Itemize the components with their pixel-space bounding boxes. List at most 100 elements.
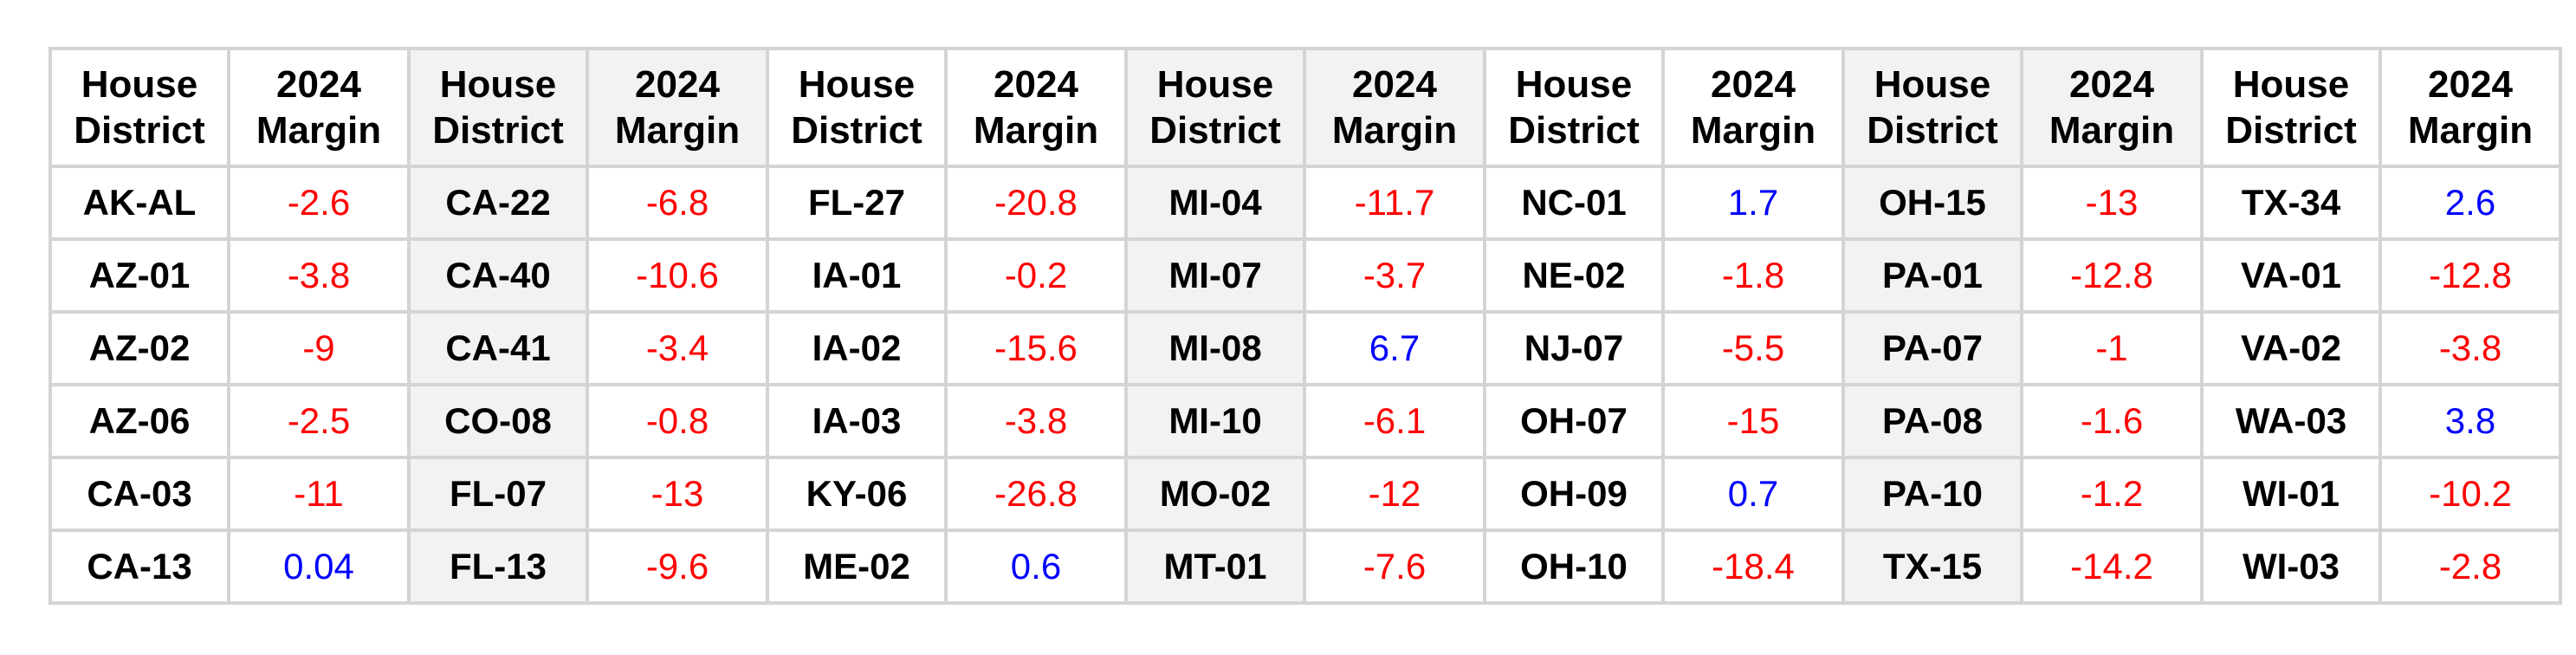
header-label: House bbox=[2232, 63, 2350, 106]
district-cell: ME-02 bbox=[766, 529, 948, 605]
margin-cell: 0.04 bbox=[227, 529, 411, 605]
district-cell: CA-41 bbox=[407, 310, 589, 386]
district-cell: WA-03 bbox=[2200, 383, 2382, 459]
header-label: 2024 bbox=[635, 63, 720, 106]
margin-cell: -1.8 bbox=[1661, 237, 1845, 314]
district-cell: AZ-01 bbox=[49, 237, 230, 314]
district-cell: CA-13 bbox=[49, 529, 230, 605]
header-label: House bbox=[81, 63, 198, 106]
header-house-district: House District bbox=[2200, 47, 2382, 168]
header-label: Margin bbox=[2049, 109, 2175, 152]
header-label: 2024 bbox=[2069, 63, 2154, 106]
district-cell: FL-27 bbox=[766, 165, 948, 241]
table-row: CA-13 0.04 FL-13 -9.6 ME-02 0.6 MT-01 -7.6 OH-10… bbox=[49, 529, 2562, 605]
header-label: House bbox=[1156, 63, 1274, 106]
header-2024-margin: 2024 Margin bbox=[2379, 47, 2562, 168]
header-label: 2024 bbox=[1711, 63, 1796, 106]
district-cell: FL-07 bbox=[407, 456, 589, 532]
header-label: District bbox=[74, 109, 205, 152]
district-cell: CO-08 bbox=[407, 383, 589, 459]
district-cell: MT-01 bbox=[1124, 529, 1306, 605]
header-house-district: House District bbox=[1841, 47, 2023, 168]
district-cell: MI-04 bbox=[1124, 165, 1306, 241]
district-cell: NJ-07 bbox=[1483, 310, 1665, 386]
margin-cell: -1.2 bbox=[2020, 456, 2204, 532]
district-cell: TX-34 bbox=[2200, 165, 2382, 241]
header-label: District bbox=[2225, 109, 2357, 152]
header-label: Margin bbox=[973, 109, 1099, 152]
district-cell: AZ-06 bbox=[49, 383, 230, 459]
margin-cell: -9 bbox=[227, 310, 411, 386]
margin-cell: -1.6 bbox=[2020, 383, 2204, 459]
margin-cell: -11 bbox=[227, 456, 411, 532]
margin-cell: -10.6 bbox=[586, 237, 769, 314]
district-cell: OH-07 bbox=[1483, 383, 1665, 459]
margin-cell: -1 bbox=[2020, 310, 2204, 386]
district-cell: PA-01 bbox=[1841, 237, 2023, 314]
margin-cell: -12.8 bbox=[2379, 237, 2562, 314]
margin-cell: 3.8 bbox=[2379, 383, 2562, 459]
margin-cell: -11.7 bbox=[1303, 165, 1486, 241]
header-label: Margin bbox=[1690, 109, 1816, 152]
district-cell: MI-10 bbox=[1124, 383, 1306, 459]
header-label: 2024 bbox=[994, 63, 1078, 106]
margin-cell: -3.4 bbox=[586, 310, 769, 386]
district-cell: VA-01 bbox=[2200, 237, 2382, 314]
margin-cell: -12.8 bbox=[2020, 237, 2204, 314]
header-label: District bbox=[791, 109, 922, 152]
district-cell: CA-40 bbox=[407, 237, 589, 314]
table-row: AZ-01 -3.8 CA-40 -10.6 IA-01 -0.2 MI-07 -3.7 NE-… bbox=[49, 237, 2562, 314]
margin-cell: -20.8 bbox=[944, 165, 1128, 241]
district-cell: VA-02 bbox=[2200, 310, 2382, 386]
margin-cell: -9.6 bbox=[586, 529, 769, 605]
header-2024-margin: 2024 Margin bbox=[2020, 47, 2204, 168]
header-2024-margin: 2024 Margin bbox=[1303, 47, 1486, 168]
header-label: District bbox=[1508, 109, 1640, 152]
margin-cell: -7.6 bbox=[1303, 529, 1486, 605]
margin-cell: -3.8 bbox=[944, 383, 1128, 459]
district-cell: MI-07 bbox=[1124, 237, 1306, 314]
district-cell: CA-03 bbox=[49, 456, 230, 532]
district-cell: OH-09 bbox=[1483, 456, 1665, 532]
header-label: House bbox=[1515, 63, 1633, 106]
margin-cell: -5.5 bbox=[1661, 310, 1845, 386]
district-cell: NE-02 bbox=[1483, 237, 1665, 314]
margin-cell: -12 bbox=[1303, 456, 1486, 532]
district-cell: NC-01 bbox=[1483, 165, 1665, 241]
header-label: House bbox=[1874, 63, 1991, 106]
district-cell: OH-10 bbox=[1483, 529, 1665, 605]
header-label: Margin bbox=[1331, 109, 1458, 152]
district-cell: PA-07 bbox=[1841, 310, 2023, 386]
margin-cell: 0.7 bbox=[1661, 456, 1845, 532]
margin-cell: 0.6 bbox=[944, 529, 1128, 605]
district-cell: WI-03 bbox=[2200, 529, 2382, 605]
header-label: 2024 bbox=[2428, 63, 2513, 106]
table-row: AZ-06 -2.5 CO-08 -0.8 IA-03 -3.8 MI-10 -6.1 OH-0… bbox=[49, 383, 2562, 459]
margin-cell: -2.5 bbox=[227, 383, 411, 459]
margin-cell: 6.7 bbox=[1303, 310, 1486, 386]
margin-cell: -14.2 bbox=[2020, 529, 2204, 605]
header-house-district: House District bbox=[407, 47, 589, 168]
header-label: District bbox=[432, 109, 564, 152]
header-label: 2024 bbox=[276, 63, 361, 106]
header-2024-margin: 2024 Margin bbox=[586, 47, 769, 168]
margin-cell: -26.8 bbox=[944, 456, 1128, 532]
header-row: House District 2024 Margin House District 2024… bbox=[49, 47, 2562, 168]
district-cell: PA-10 bbox=[1841, 456, 2023, 532]
header-label: Margin bbox=[2407, 109, 2534, 152]
header-label: District bbox=[1149, 109, 1281, 152]
header-house-district: House District bbox=[766, 47, 948, 168]
header-label: House bbox=[439, 63, 557, 106]
header-label: District bbox=[1867, 109, 1998, 152]
header-2024-margin: 2024 Margin bbox=[1661, 47, 1845, 168]
header-label: 2024 bbox=[1352, 63, 1437, 106]
header-house-district: House District bbox=[1483, 47, 1665, 168]
district-cell: MO-02 bbox=[1124, 456, 1306, 532]
header-house-district: House District bbox=[1124, 47, 1306, 168]
district-cell: CA-22 bbox=[407, 165, 589, 241]
margin-cell: -0.8 bbox=[586, 383, 769, 459]
district-cell: AK-AL bbox=[49, 165, 230, 241]
margin-cell: -15.6 bbox=[944, 310, 1128, 386]
margin-cell: -2.6 bbox=[227, 165, 411, 241]
table-row: AZ-02 -9 CA-41 -3.4 IA-02 -15.6 MI-08 6.7 NJ-07-… bbox=[49, 310, 2562, 386]
